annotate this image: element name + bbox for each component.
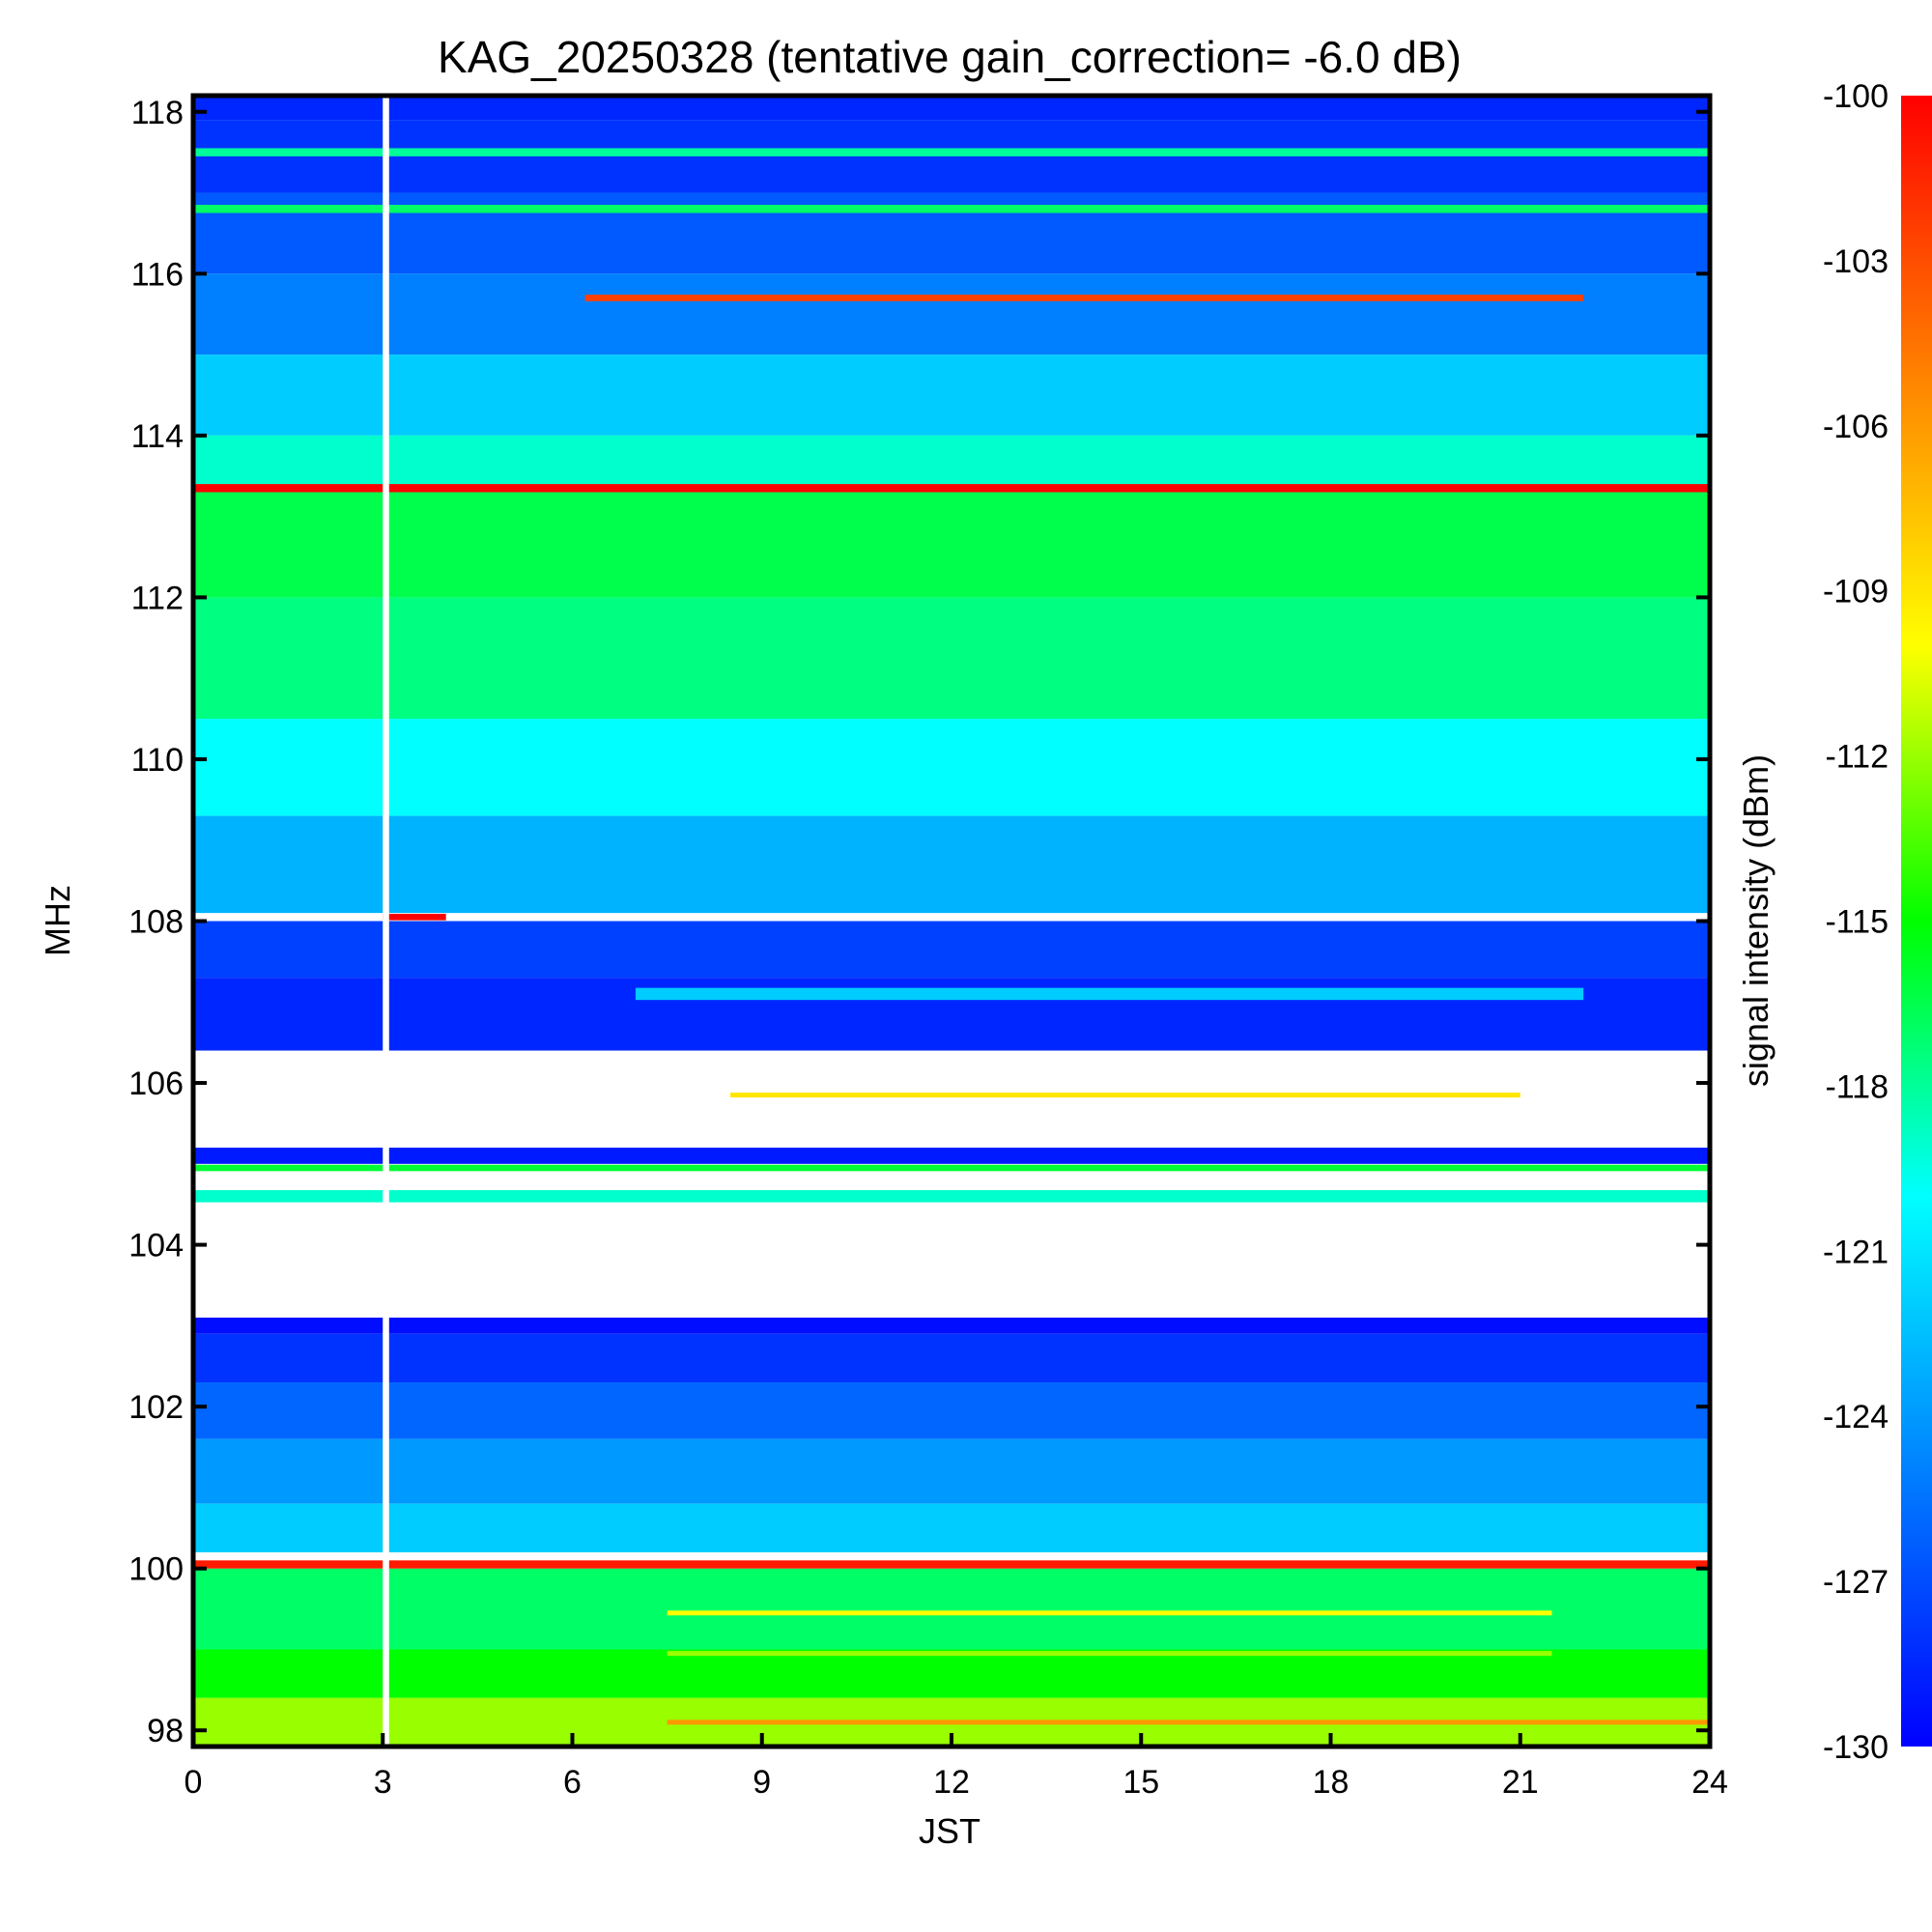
x-tick-label: 24 [1691, 1764, 1728, 1801]
band-7 [193, 597, 1710, 720]
band-3 [193, 273, 1710, 355]
colorbar-label: signal intensity (dBm) [1736, 754, 1776, 1087]
band-8 [193, 719, 1710, 816]
y-tick-label: 98 [147, 1713, 184, 1749]
signal-4 [383, 913, 446, 921]
signal-7 [193, 1164, 1710, 1172]
band-5 [193, 435, 1710, 493]
band-6 [193, 492, 1710, 598]
band-12 [193, 1148, 1710, 1164]
y-tick-label: 104 [128, 1228, 184, 1264]
colorbar-tick-label: -106 [1823, 409, 1889, 445]
band-13 [193, 1317, 1710, 1334]
x-tick-label: 3 [374, 1764, 392, 1801]
y-tick-label: 108 [128, 904, 184, 941]
band-10 [193, 921, 1710, 979]
x-tick-label: 12 [933, 1764, 970, 1801]
signal-2 [584, 295, 1584, 301]
y-axis-label: MHz [38, 885, 77, 956]
heatmap [193, 96, 1710, 1747]
x-tick-label: 18 [1313, 1764, 1350, 1801]
y-tick-label: 112 [131, 580, 184, 616]
band-9 [193, 815, 1710, 914]
colorbar-tick-label: -118 [1825, 1068, 1889, 1105]
band-4 [193, 355, 1710, 436]
x-tick-label: 9 [753, 1764, 771, 1801]
x-tick-label: 15 [1122, 1764, 1159, 1801]
colorbar-tick-label: -124 [1823, 1399, 1889, 1435]
y-tick-label: 100 [128, 1551, 184, 1588]
signal-12 [667, 1719, 1710, 1725]
colorbar-tick-label: -127 [1823, 1564, 1889, 1601]
band-16 [193, 1438, 1710, 1504]
colorbar-tick-label: -121 [1823, 1234, 1889, 1270]
x-tick-label: 6 [563, 1764, 582, 1801]
data-gap [383, 96, 389, 1747]
y-tick-label: 106 [128, 1065, 184, 1102]
band-15 [193, 1382, 1710, 1439]
band-18 [193, 1568, 1710, 1650]
y-tick-label: 118 [131, 95, 184, 131]
colorbar-tick-label: -109 [1823, 574, 1889, 611]
colorbar-ticks: -100 -103 -106 -109 -112 -115 -118 -121 -124 -127… [1823, 78, 1889, 1766]
signal-10 [667, 1610, 1552, 1616]
signal-11 [667, 1651, 1552, 1657]
colorbar-tick-label: -103 [1823, 243, 1889, 280]
signal-6 [730, 1093, 1520, 1098]
x-axis-label: JST [919, 1811, 980, 1851]
band-19 [193, 1649, 1710, 1698]
x-tick-label: 21 [1502, 1764, 1539, 1801]
y-tick-label: 114 [131, 418, 184, 455]
signal-0 [193, 148, 1710, 156]
gap-column [383, 96, 389, 1747]
colorbar-tick-label: -112 [1825, 739, 1889, 776]
y-tick-label: 116 [131, 256, 184, 293]
colorbar [1901, 96, 1932, 1747]
signal-5 [635, 987, 1584, 1001]
colorbar-tick-label: -100 [1823, 78, 1889, 115]
signal-3 [193, 484, 1710, 493]
band-14 [193, 1333, 1710, 1383]
signal-8 [193, 1190, 1710, 1203]
chart-title: KAG_20250328 (tentative gain_correction=… [438, 32, 1462, 82]
x-tick-label: 0 [185, 1764, 203, 1801]
x-axis-ticks: 0 3 6 9 12 15 18 21 24 [185, 1733, 1728, 1801]
band-0 [193, 96, 1710, 121]
signal-9 [193, 1560, 1710, 1569]
signal-1 [193, 205, 1710, 213]
colorbar-tick-label: -130 [1823, 1729, 1889, 1766]
y-tick-label: 102 [128, 1389, 184, 1426]
colorbar-tick-label: -115 [1825, 904, 1889, 941]
band-17 [193, 1503, 1710, 1552]
y-tick-label: 110 [131, 742, 184, 779]
y-axis-ticks: 98 100 102 104 106 108 110 112 114 116 118 [128, 95, 1710, 1749]
